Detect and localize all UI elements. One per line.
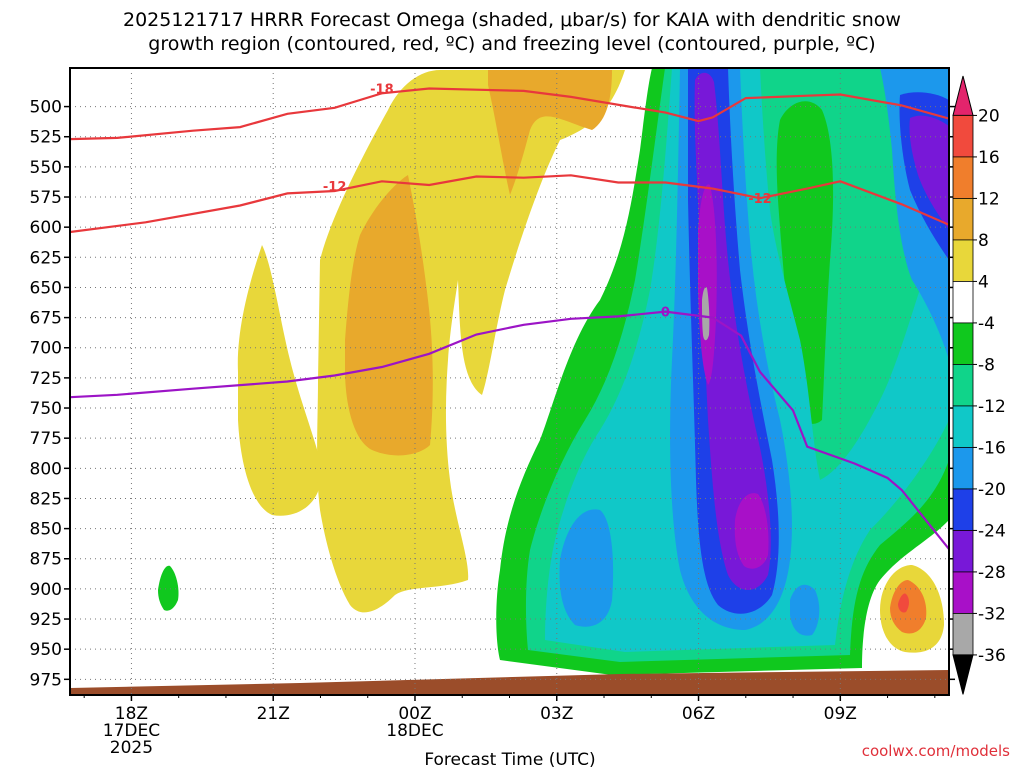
x-tick-label: 03Z: [540, 704, 573, 724]
colorbar-swatch: [952, 447, 974, 490]
colorbar-label: -16: [978, 438, 1006, 458]
x-axis-label: Forecast Time (UTC): [424, 750, 595, 768]
ground-surface: [70, 670, 949, 695]
x-tick-label: 18DEC: [386, 721, 443, 741]
colorbar-swatch: [952, 198, 974, 241]
y-tick-label: 925: [30, 610, 62, 630]
colorbar-label: -28: [978, 563, 1006, 583]
colorbar-label: -12: [978, 397, 1006, 417]
colorbar-swatch: [952, 281, 974, 324]
contour-line-0: [70, 87, 949, 141]
colorbar-label: 8: [978, 231, 989, 251]
omega-lightblue-lower: [790, 584, 820, 636]
colorbar-label: 20: [978, 106, 1000, 126]
colorbar-label: -20: [978, 480, 1006, 500]
chart-title-line-1: 2025121717 HRRR Forecast Omega (shaded, …: [123, 9, 901, 31]
omega-orange-core-2: [488, 70, 612, 195]
colorbar-swatch: [952, 239, 974, 282]
y-tick-label: 600: [30, 218, 62, 238]
plot-area: -18 -12 -12 0: [70, 68, 949, 695]
omega-gray-core: [702, 287, 710, 341]
y-tick-label: 825: [30, 489, 62, 509]
colorbar-label: -32: [978, 604, 1006, 624]
colorbar-label: -36: [978, 646, 1006, 666]
omega-green-small-left: [158, 565, 179, 611]
y-tick-label: 650: [30, 278, 62, 298]
colorbar-label: 12: [978, 189, 1000, 209]
omega-orange-core-1: [345, 175, 433, 456]
omega-yellow-left-lobe: [237, 245, 322, 516]
colorbar-swatch: [952, 364, 974, 407]
y-tick-label: 875: [30, 550, 62, 570]
colorbar-swatch: [952, 156, 974, 199]
colorbar-swatch: [952, 571, 974, 614]
y-tick-label: 625: [30, 248, 62, 268]
contour-line-2: [70, 310, 949, 550]
y-tick-label: 675: [30, 309, 62, 329]
colorbar-swatch: [952, 530, 974, 573]
colorbar-swatch: [952, 115, 974, 158]
x-tick-label: 2025: [110, 738, 153, 758]
colorbar-label: -8: [978, 355, 995, 375]
contour-label: -12: [323, 180, 347, 195]
omega-red-small-right: [898, 593, 909, 613]
colorbar-swatch: [952, 405, 974, 448]
omega-purple-topright: [909, 115, 949, 230]
chart-title-line-2: growth region (contoured, red, ºC) and f…: [148, 33, 875, 55]
y-tick-label: 550: [30, 158, 62, 178]
colorbar-label: -4: [978, 314, 995, 334]
colorbar-label: 16: [978, 148, 1000, 168]
contour-lines: -18 -12 -12 0: [70, 82, 949, 550]
x-tick-label: 18Z: [115, 704, 148, 724]
y-tick-label: 975: [30, 670, 62, 690]
y-tick-label: 725: [30, 369, 62, 389]
colorbar-swatch: [952, 488, 974, 531]
contour-label: 0: [661, 306, 670, 321]
colorbar-label: 4: [978, 272, 989, 292]
colorbar-bottom-arrow: [952, 654, 974, 695]
x-tick-label: 06Z: [682, 704, 715, 724]
y-tick-label: 800: [30, 459, 62, 479]
contour-label: -12: [748, 192, 772, 207]
y-tick-label: 575: [30, 188, 62, 208]
y-tick-label: 525: [30, 128, 62, 148]
omega-magenta-core-lower: [734, 493, 769, 569]
y-tick-label: 500: [30, 98, 62, 118]
y-tick-label: 750: [30, 399, 62, 419]
colorbar-swatch: [952, 613, 974, 656]
y-tick-label: 950: [30, 640, 62, 660]
contour-line-1: [70, 174, 949, 234]
colorbar-swatch: [952, 322, 974, 365]
x-tick-label: 00Z: [398, 704, 431, 724]
omega-blue-left-lobe: [559, 509, 614, 627]
y-tick-label: 700: [30, 339, 62, 359]
y-tick-label: 900: [30, 580, 62, 600]
colorbar-label: -24: [978, 521, 1006, 541]
colorbar: 20 16 12 8 4 -4 -8 -12 -16 -20 -24 -28 -32 -36: [952, 75, 1006, 695]
y-tick-label: 775: [30, 429, 62, 449]
omega-magenta-core-upper: [698, 184, 717, 385]
contour-label: -18: [370, 82, 394, 97]
x-tick-label: 09Z: [824, 704, 857, 724]
x-tick-label: 17DEC: [103, 721, 160, 741]
x-tick-label: 21Z: [257, 704, 290, 724]
colorbar-top-arrow: [952, 75, 974, 116]
y-axis: 500 525 550 575 600 625 650 675 700 725 750 775 800 8…: [30, 98, 955, 690]
credit-text: coolwx.com/models: [862, 742, 1010, 760]
y-tick-label: 850: [30, 520, 62, 540]
